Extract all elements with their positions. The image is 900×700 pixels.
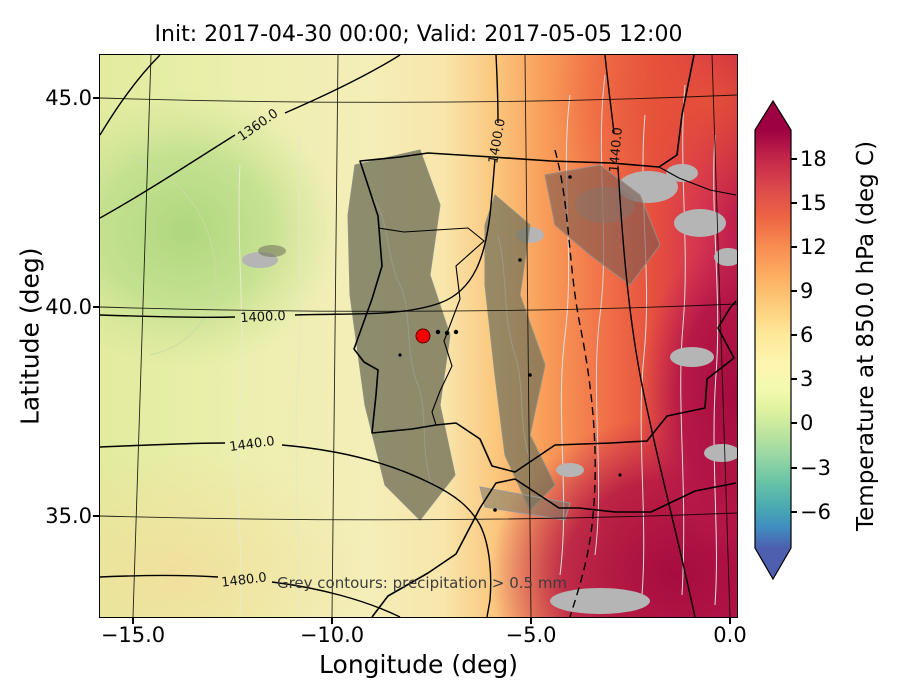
plot-title: Init: 2017-04-30 00:00; Valid: 2017-05-0… [154,22,683,47]
colorbar-tick-label-m6: −6 [800,500,831,524]
x-tick-mark [729,618,731,624]
height-contour-label: 1400.0 [240,309,286,326]
colorbar-tick-mark [791,334,797,336]
colorbar-label: Temperature at 850.0 hPa (deg C) [853,140,879,532]
x-tick-label-m10: −10.0 [299,623,365,647]
map-svg: 1360.0 1400.0 1400.0 1440.0 1440.0 1480.… [100,55,737,617]
y-tick-label-45: 45.0 [45,86,92,110]
colorbar-gradient [754,100,792,580]
precip-dark-region [258,149,661,521]
x-tick-mark [331,618,333,624]
y-tick-label-40: 40.0 [45,295,92,319]
y-axis-label: Latitude (deg) [15,247,45,425]
colorbar-tick-label-6: 6 [800,323,814,347]
y-tick-label-35: 35.0 [45,504,92,528]
plot-area: 1360.0 1400.0 1400.0 1440.0 1440.0 1480.… [99,54,738,618]
precip-annotation: Grey contours: precipitation > 0.5 mm [277,574,567,592]
x-tick-label-m5: −5.0 [505,623,557,647]
colorbar-tick-mark [791,202,797,204]
colorbar-tick-label-0: 0 [800,411,814,435]
colorbar [754,100,792,580]
x-tick-label-0: 0.0 [713,623,747,647]
height-contour-label: 1440.0 [607,127,626,174]
country-borders [377,166,737,426]
height-contours [100,55,696,617]
station-marker [415,328,431,344]
colorbar-tick-label-3: 3 [800,367,814,391]
x-tick-mark [132,618,134,624]
y-tick-mark [93,306,99,308]
precip-contour-lines [129,74,719,616]
graticule [100,55,737,617]
colorbar-tick-label-18: 18 [800,147,827,171]
colorbar-tick-label-m3: −3 [800,456,831,480]
colorbar-tick-label-12: 12 [800,235,827,259]
colorbar-tick-mark [791,511,797,513]
dashed-contour [554,149,596,617]
y-tick-mark [93,97,99,99]
y-tick-mark [93,515,99,517]
colorbar-tick-mark [791,467,797,469]
x-tick-mark [530,618,532,624]
x-axis-label: Longitude (deg) [319,650,518,679]
colorbar-tick-label-15: 15 [800,191,827,215]
colorbar-tick-mark [791,246,797,248]
colorbar-tick-label-9: 9 [800,279,814,303]
height-contour-label: 1440.0 [228,434,275,455]
right-edge-hot-band [640,235,737,555]
nw-cool-region [100,90,340,370]
colorbar-tick-mark [791,158,797,160]
height-contour-label: 1480.0 [221,570,268,590]
colorbar-tick-mark [791,378,797,380]
coastline [353,55,737,617]
point-markers [398,175,622,512]
x-tick-label-m15: −15.0 [100,623,166,647]
colorbar-tick-mark [791,422,797,424]
colorbar-tick-mark [791,290,797,292]
